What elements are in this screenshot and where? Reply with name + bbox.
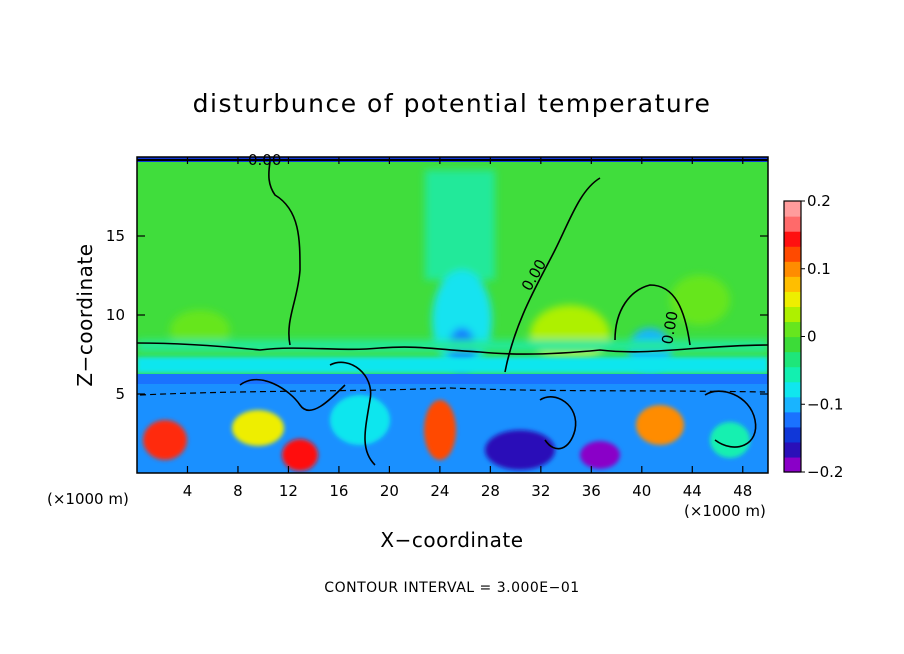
warm-eddy-4 [424,400,456,460]
contour-zero-left [268,161,301,346]
x-tick-label: 12 [279,482,298,500]
contour-zero-right [614,284,691,346]
colorbar-swatch [784,201,801,217]
colorbar-swatch [784,246,801,262]
x-axis-label: X−coordinate [380,528,523,552]
contour-zero-interface [137,342,768,355]
interface-blue [137,374,768,384]
x-unit-left: (×1000 m) [47,490,129,508]
colorbar-swatch [784,306,801,323]
x-tick-label: 24 [430,482,449,500]
colorbar-swatch [784,231,801,247]
y-tick-label: 15 [106,227,125,245]
contour-dashed-layer [139,387,766,396]
x-tick-label: 8 [233,482,243,500]
x-tick-label: 40 [632,482,651,500]
light-patch-right [670,275,730,325]
cool-eddy-3 [710,422,750,458]
contour-turbulent-1 [239,378,346,412]
contour-zero-mid [504,177,601,373]
warm-eddy-3 [282,439,318,471]
y-tick-label: 5 [115,385,125,403]
colorbar-tick-label: 0 [807,328,817,346]
x-tick-label: 4 [183,482,193,500]
colorbar-swatch [784,366,801,383]
x-tick-label: 32 [531,482,550,500]
colorbar-swatch [784,261,801,277]
x-tick-label: 28 [481,482,500,500]
colorbar-tick-label: −0.1 [807,395,843,413]
cool-eddy-2 [485,430,555,470]
x-tick-label: 20 [380,482,399,500]
colorbar-swatch [784,276,801,292]
contour-turbulent-3 [539,396,577,450]
colorbar-swatch [784,456,801,473]
cool-eddy-1 [330,395,390,445]
colorbar-swatch [784,291,801,307]
mixed-violet [580,441,620,469]
x-tick-label: 44 [683,482,702,500]
colorbar-swatch [784,426,801,443]
x-tick-label: 48 [733,482,752,500]
upper-plume [425,170,495,280]
x-tick-label: 36 [582,482,601,500]
contour-label-zero-3: 0.00 [248,151,281,169]
colorbar-swatch [784,321,801,338]
colorbar-tick-label: 0.1 [807,260,831,278]
contour-lines [137,159,768,466]
colorbar-swatch [784,381,801,398]
warm-eddy-2 [232,410,284,446]
x-axis-ticks: 4 8 12 16 20 24 28 32 36 40 44 48 [183,157,752,500]
y-axis-ticks: 5 10 15 [106,227,768,403]
colorbar-swatch [784,411,801,428]
y-tick-label: 10 [106,306,125,324]
colorbar-swatch [784,216,801,232]
x-unit-right: (×1000 m) [684,502,766,520]
contour-label-zero-2: 0.00 [658,310,682,346]
warm-eddy-5 [636,405,684,445]
colorbar-tick-label: 0.2 [807,192,831,210]
colorbar-tick-label: −0.2 [807,463,843,481]
x-tick-label: 16 [329,482,348,500]
interface-cyan [137,357,768,373]
y-axis-label: Z−coordinate [73,243,97,386]
warm-eddy-1 [143,420,187,460]
colorbar: 0.2 0.1 0 −0.1 −0.2 [783,192,843,481]
chart-title: disturbunce of potential temperature [193,89,712,118]
contour-turbulent-2 [329,361,376,466]
colorbar-swatch [784,336,801,353]
colorbar-swatch [784,441,801,458]
colorbar-swatch [784,396,801,413]
contour-interval-note: CONTOUR INTERVAL = 3.000E−01 [324,580,579,596]
colorbar-swatch [784,351,801,368]
warm-patch [530,305,610,365]
